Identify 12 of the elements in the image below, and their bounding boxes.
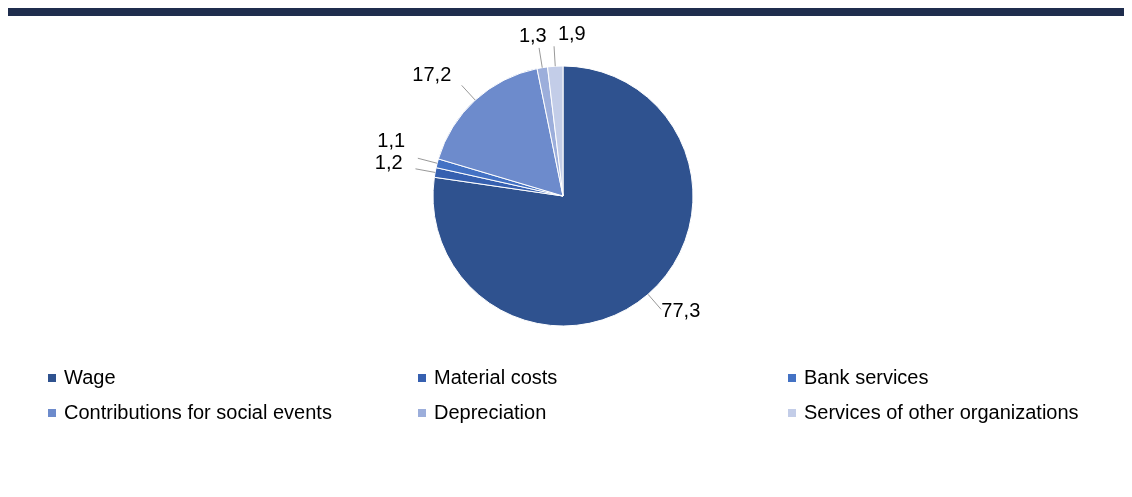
data-label: 1,9 <box>557 22 586 45</box>
data-label: 17,2 <box>412 63 452 86</box>
data-label: 77,3 <box>661 299 701 322</box>
legend-label: Wage <box>64 366 116 389</box>
legend-label: Bank services <box>804 366 929 389</box>
legend-label: Depreciation <box>434 401 547 424</box>
data-label: 1,1 <box>377 129 406 152</box>
data-label: 1,3 <box>518 24 547 47</box>
legend-label: Services of other organizations <box>804 401 1079 424</box>
legend-label: Contributions for social events <box>64 401 332 424</box>
legend-label: Material costs <box>434 366 558 389</box>
data-label: 1,2 <box>374 151 403 174</box>
